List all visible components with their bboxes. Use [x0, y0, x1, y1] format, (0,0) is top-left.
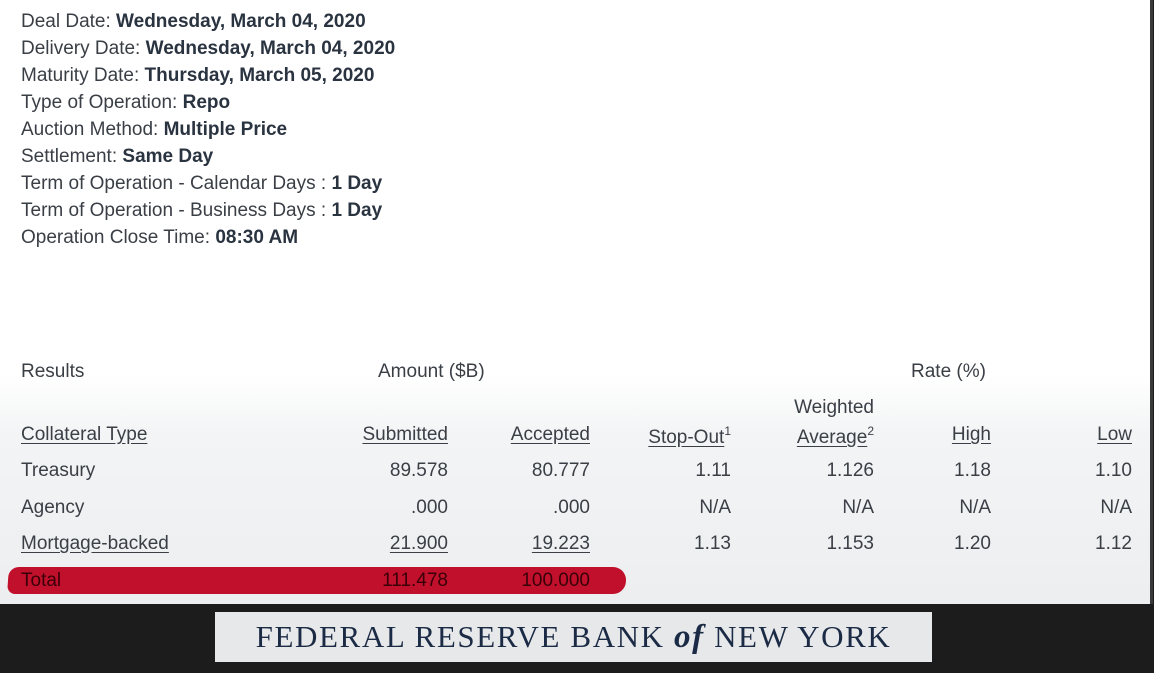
col-stop-out[interactable]: Stop-Out1 — [648, 424, 731, 448]
operation-type: Type of Operation: Repo — [21, 92, 231, 113]
auction-method: Auction Method: Multiple Price — [21, 119, 288, 140]
deal-date: Deal Date: Wednesday, March 04, 2020 — [21, 11, 366, 32]
row-agency-type: Agency — [21, 497, 85, 518]
row-treasury-low: 1.10 — [1095, 460, 1132, 481]
col-low[interactable]: Low — [1097, 424, 1132, 445]
row-mbs-stop-out: 1.13 — [694, 533, 731, 554]
delivery-date: Delivery Date: Wednesday, March 04, 2020 — [21, 38, 396, 59]
row-mbs-submitted-link[interactable]: 21.900 — [389, 533, 448, 554]
row-treasury-stop-out: 1.11 — [695, 460, 731, 481]
row-treasury-type: Treasury — [21, 460, 96, 481]
col-accepted[interactable]: Accepted — [510, 424, 590, 445]
row-treasury-weighted: 1.126 — [826, 460, 874, 481]
col-collateral-type[interactable]: Collateral Type — [21, 424, 148, 445]
row-agency-accepted: .000 — [553, 497, 590, 518]
row-treasury-high: 1.18 — [954, 460, 991, 481]
row-mbs-type-link[interactable]: Mortgage-backed — [21, 533, 169, 554]
col-high[interactable]: High — [951, 424, 991, 445]
row-treasury-accepted: 80.777 — [531, 460, 590, 481]
row-agency-submitted: .000 — [411, 497, 448, 518]
term-business-days: Term of Operation - Business Days : 1 Da… — [21, 200, 383, 221]
banner-title: FEDERAL RESERVE BANK of NEW YORK — [255, 618, 892, 655]
rate-group-header: Rate (%) — [911, 361, 986, 382]
col-weighted-line1: Weighted — [794, 397, 874, 418]
close-time: Operation Close Time: 08:30 AM — [21, 227, 299, 248]
row-agency-high: N/A — [959, 497, 991, 518]
fed-ny-banner: FEDERAL RESERVE BANK of NEW YORK — [215, 612, 932, 662]
operation-results-document: Deal Date: Wednesday, March 04, 2020 Del… — [0, 0, 1153, 604]
results-label: Results — [21, 361, 85, 382]
total-label: Total — [21, 570, 62, 591]
total-accepted: 100.000 — [521, 570, 590, 591]
col-weighted-average[interactable]: Average2 — [796, 424, 874, 448]
row-mbs-high: 1.20 — [954, 533, 991, 554]
row-mbs-weighted: 1.153 — [826, 533, 874, 554]
total-submitted: 111.478 — [382, 570, 448, 591]
maturity-date: Maturity Date: Thursday, March 05, 2020 — [21, 65, 375, 86]
row-agency-stop-out: N/A — [699, 497, 731, 518]
settlement: Settlement: Same Day — [21, 146, 214, 167]
amount-group-header: Amount ($B) — [378, 361, 485, 382]
operation-details: Deal Date: Wednesday, March 04, 2020 Del… — [21, 8, 395, 251]
term-calendar-days: Term of Operation - Calendar Days : 1 Da… — [21, 173, 383, 194]
row-mbs-low: 1.12 — [1095, 533, 1132, 554]
row-treasury-submitted: 89.578 — [389, 460, 448, 481]
row-agency-low: N/A — [1100, 497, 1132, 518]
col-submitted[interactable]: Submitted — [362, 424, 448, 445]
row-agency-weighted: N/A — [842, 497, 874, 518]
row-mbs-accepted-link[interactable]: 19.223 — [531, 533, 590, 554]
